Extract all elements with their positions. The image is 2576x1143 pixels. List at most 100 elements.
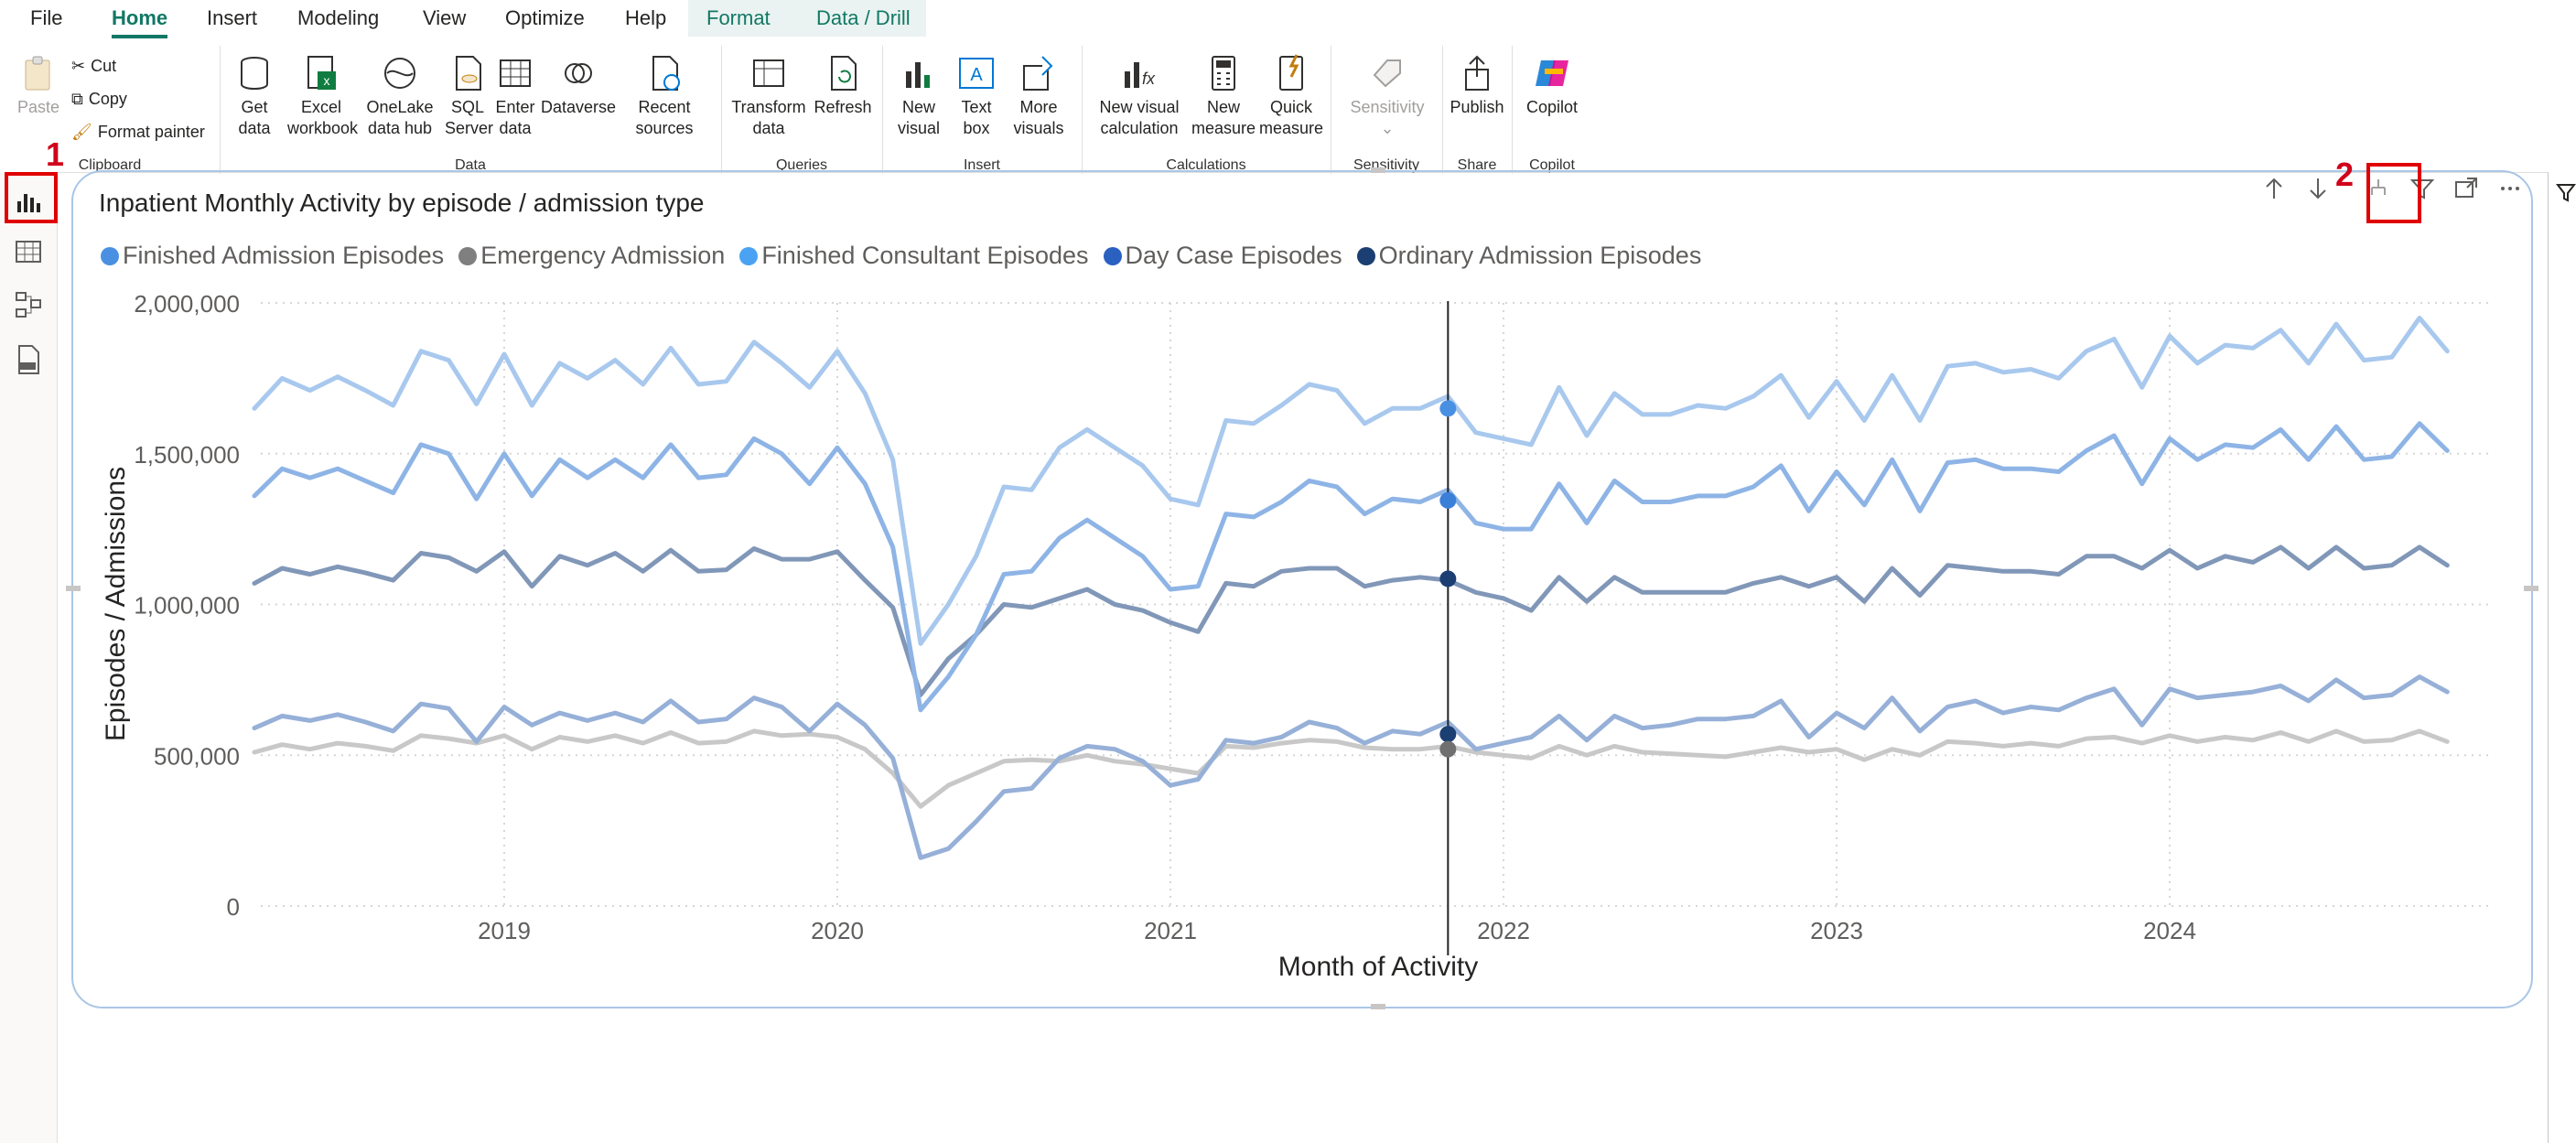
legend-label: Emergency Admission: [480, 242, 726, 269]
menu-data-drill[interactable]: Data / Drill: [816, 6, 911, 29]
menu-optimize[interactable]: Optimize: [505, 6, 585, 29]
callout-label-2: 2: [2335, 156, 2355, 193]
recent-sources-button[interactable]: Recent sources: [628, 53, 701, 139]
text-box-button[interactable]: A Text box: [952, 53, 1001, 139]
group-queries: Transform data Refresh Queries: [721, 46, 883, 174]
publish-icon: [1465, 55, 1489, 91]
legend-marker: [739, 246, 759, 265]
onelake-data-hub-button[interactable]: OneLake data hub: [359, 53, 441, 139]
ribbon: Paste ✂ Cut ⧉ Copy 🖌 Format painter Clipboa…: [0, 37, 2576, 174]
line-chart-visual[interactable]: [71, 170, 2533, 1008]
more-visuals-button[interactable]: More visuals: [1005, 53, 1072, 139]
excel-icon: x: [307, 56, 336, 90]
queries-group-label: Queries: [775, 157, 828, 173]
enter-data-button[interactable]: Enter data: [492, 53, 538, 139]
legend-label: Ordinary Admission Episodes: [1378, 242, 1702, 269]
refresh-label: Refresh: [814, 98, 872, 116]
new-visual-button[interactable]: New visual: [889, 53, 948, 139]
scissors-icon: ✂: [71, 57, 86, 75]
more-visuals-icon: [1023, 56, 1053, 91]
sensitivity-label: Sensitivity: [1350, 98, 1425, 116]
onelake-icon: [384, 58, 415, 89]
group-clipboard: Paste ✂ Cut ⧉ Copy 🖌 Format painter Clipboa…: [0, 46, 221, 174]
quick-measure-button[interactable]: Quick measure: [1257, 53, 1325, 139]
group-copilot: Copilot Copilot: [1512, 46, 1592, 174]
legend-label: Finished Consultant Episodes: [761, 242, 1089, 269]
new-visual-calculation-button[interactable]: fx New visual calculation: [1091, 53, 1188, 139]
callout-box-1: [5, 172, 58, 223]
text-box-icon: A: [959, 58, 994, 89]
table-icon: [500, 59, 531, 87]
quick-measure-label-1: Quick: [1269, 98, 1312, 116]
new-visual-label-1: New: [901, 98, 935, 116]
filters-pane-edge[interactable]: [2548, 172, 2576, 1143]
sensitivity-button[interactable]: Sensitivity ⌄: [1340, 53, 1435, 139]
drill-up-icon[interactable]: [2260, 175, 2288, 202]
copy-icon: ⧉: [71, 90, 83, 108]
paste-button[interactable]: Paste: [11, 53, 66, 118]
get-data-label-1: Get: [241, 98, 268, 116]
excel-workbook-button[interactable]: x Excel workbook: [287, 53, 358, 139]
paste-icon: [25, 56, 50, 91]
legend-item-day-case-episodes[interactable]: Day Case Episodes: [1103, 242, 1342, 270]
model-view-icon[interactable]: [11, 287, 46, 322]
insert-group-label: Insert: [963, 157, 1000, 173]
sql-server-button[interactable]: SQL Server: [445, 53, 493, 139]
menu-home[interactable]: Home: [95, 0, 184, 38]
menu-format[interactable]: Format: [706, 6, 771, 29]
group-sensitivity: Sensitivity ⌄ Sensitivity: [1331, 46, 1443, 174]
legend-item-finished-consultant-episodes[interactable]: Finished Consultant Episodes: [739, 242, 1089, 270]
get-data-button[interactable]: Get data: [227, 53, 282, 139]
svg-text:fx: fx: [1142, 70, 1156, 88]
legend-item-finished-admission-episodes[interactable]: Finished Admission Episodes: [101, 242, 444, 270]
new-measure-button[interactable]: New measure: [1191, 53, 1256, 139]
database-icon: [241, 57, 268, 91]
menu-insert[interactable]: Insert: [207, 6, 258, 29]
legend-marker: [458, 246, 478, 265]
publish-button[interactable]: Publish: [1446, 53, 1508, 118]
dataverse-button[interactable]: Dataverse: [540, 53, 617, 118]
callout-box-2: [2366, 163, 2421, 223]
transform-data-button[interactable]: Transform data: [730, 53, 807, 139]
more-options-icon[interactable]: [2496, 175, 2524, 202]
contextual-tabs-background: [688, 0, 926, 37]
new-visual-label-2: visual: [897, 119, 941, 137]
svg-text:A: A: [970, 65, 983, 85]
new-measure-label-1: New: [1206, 98, 1240, 116]
dataverse-label: Dataverse: [540, 98, 617, 116]
dax-query-view-icon[interactable]: [11, 342, 46, 377]
visual-header: [2260, 170, 2524, 207]
sql-server-icon: [456, 56, 481, 91]
drill-down-icon[interactable]: [2304, 175, 2332, 202]
legend-item-ordinary-admission-episodes[interactable]: Ordinary Admission Episodes: [1356, 242, 1702, 270]
get-data-label-2: data: [238, 119, 271, 137]
copilot-button[interactable]: Copilot: [1519, 53, 1585, 118]
expand-hierarchy-icon[interactable]: [2365, 175, 2392, 202]
format-painter-button[interactable]: 🖌 Format painter: [71, 123, 205, 142]
refresh-button[interactable]: Refresh: [811, 53, 875, 118]
legend-label: Finished Admission Episodes: [123, 242, 445, 269]
transform-label-1: Transform: [731, 98, 806, 116]
legend-item-emergency-admission[interactable]: Emergency Admission: [458, 242, 725, 270]
group-calculations: fx New visual calculation New measure Quick…: [1082, 46, 1331, 174]
focus-mode-icon[interactable]: [2452, 175, 2480, 202]
menu-file[interactable]: File: [30, 6, 63, 29]
share-group-label: Share: [1457, 157, 1497, 173]
report-view-icon[interactable]: [11, 185, 46, 220]
callout-label-1: 1: [46, 135, 65, 173]
sensitivity-group-label: Sensitivity: [1353, 157, 1420, 173]
chart-legend: Finished Admission Episodes Emergency Ad…: [101, 242, 1701, 270]
recent-label-1: Recent: [638, 98, 691, 116]
menu-view[interactable]: View: [423, 6, 467, 29]
menu-help[interactable]: Help: [625, 6, 667, 29]
onelake-label-2: data hub: [367, 119, 433, 137]
cut-button[interactable]: ✂ Cut: [71, 57, 116, 76]
format-painter-label: Format painter: [97, 123, 205, 141]
copy-button[interactable]: ⧉ Copy: [71, 90, 127, 109]
new-measure-label-2: measure: [1191, 119, 1256, 137]
dataverse-icon: [565, 63, 592, 83]
table-view-icon[interactable]: [11, 234, 46, 269]
recent-label-2: sources: [635, 119, 694, 137]
clipboard-group-label: Clipboard: [78, 157, 142, 173]
menu-modeling[interactable]: Modeling: [297, 6, 380, 29]
